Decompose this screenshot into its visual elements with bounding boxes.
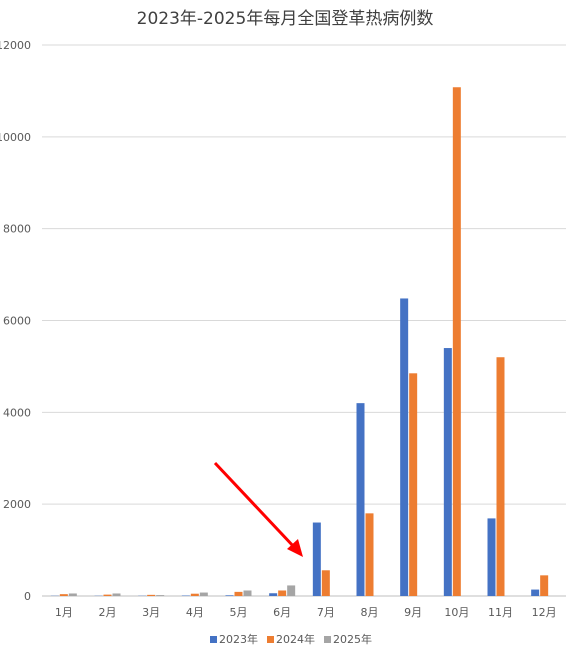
legend-swatch xyxy=(324,636,331,643)
bar-2024年-2月 xyxy=(103,594,112,596)
legend-label: 2023年 xyxy=(219,632,258,646)
bar-2024年-10月 xyxy=(452,87,461,596)
x-tick-label: 8月 xyxy=(361,606,379,619)
bar-2023年-6月 xyxy=(269,593,278,596)
y-tick-label: 2000 xyxy=(3,498,31,511)
bar-2024年-6月 xyxy=(278,590,287,596)
red-arrow-shaft xyxy=(213,461,297,550)
x-tick-label: 5月 xyxy=(230,606,248,619)
y-tick-label: 10000 xyxy=(0,131,31,144)
bar-2024年-5月 xyxy=(234,591,243,596)
bar-2023年-12月 xyxy=(531,589,540,596)
chart-title: 2023年-2025年每月全国登革热病例数 xyxy=(136,9,434,29)
legend-label: 2025年 xyxy=(333,632,372,646)
annotations xyxy=(213,461,303,557)
y-tick-label: 12000 xyxy=(0,39,31,52)
bar-2024年-9月 xyxy=(409,373,418,596)
y-tick-label: 0 xyxy=(24,590,31,603)
y-tick-label: 8000 xyxy=(3,223,31,236)
bar-2025年-1月 xyxy=(68,593,77,596)
y-axis-ticks: 0 2000 4000 6000 8000 10000 12000 xyxy=(0,39,31,603)
bar-2025年-5月 xyxy=(243,590,252,596)
y-tick-label: 4000 xyxy=(3,406,31,419)
x-axis-ticks: 1月 2月 3月 4月 5月 6月 7月 8月 9月 10月 11月 12月 xyxy=(55,606,557,619)
gridlines xyxy=(42,44,566,597)
bar-2023年-8月 xyxy=(356,403,365,596)
bar-2024年-7月 xyxy=(321,570,330,596)
bar-2024年-3月 xyxy=(147,594,156,596)
bar-2025年-3月 xyxy=(156,595,165,596)
bar-2023年-11月 xyxy=(487,518,496,596)
x-tick-label: 7月 xyxy=(317,606,335,619)
bar-2024年-4月 xyxy=(190,593,199,596)
legend: 2023年 2024年 2025年 xyxy=(210,632,372,646)
bar-2025年-6月 xyxy=(287,585,296,596)
bars xyxy=(50,87,549,596)
bar-2023年-9月 xyxy=(400,298,409,596)
x-tick-label: 4月 xyxy=(186,606,204,619)
legend-label: 2024年 xyxy=(276,632,315,646)
x-tick-label: 9月 xyxy=(404,606,422,619)
bar-2023年-10月 xyxy=(443,348,452,596)
bar-2024年-8月 xyxy=(365,513,374,596)
x-tick-label: 2月 xyxy=(99,606,117,619)
bar-2023年-7月 xyxy=(312,522,321,596)
x-tick-label: 10月 xyxy=(444,606,469,619)
y-tick-label: 6000 xyxy=(3,315,31,328)
bar-2023年-5月 xyxy=(225,595,234,596)
x-tick-label: 1月 xyxy=(55,606,73,619)
bar-2025年-4月 xyxy=(199,592,208,596)
bar-2024年-12月 xyxy=(540,575,549,596)
x-tick-label: 6月 xyxy=(273,606,291,619)
x-tick-label: 12月 xyxy=(532,606,557,619)
x-tick-label: 11月 xyxy=(488,606,513,619)
bar-2024年-11月 xyxy=(496,357,505,596)
bar-2024年-1月 xyxy=(59,594,68,596)
bar-2025年-2月 xyxy=(112,593,121,596)
legend-swatch xyxy=(267,636,274,643)
red-arrow-head xyxy=(287,539,303,557)
x-tick-label: 3月 xyxy=(142,606,160,619)
legend-swatch xyxy=(210,636,217,643)
